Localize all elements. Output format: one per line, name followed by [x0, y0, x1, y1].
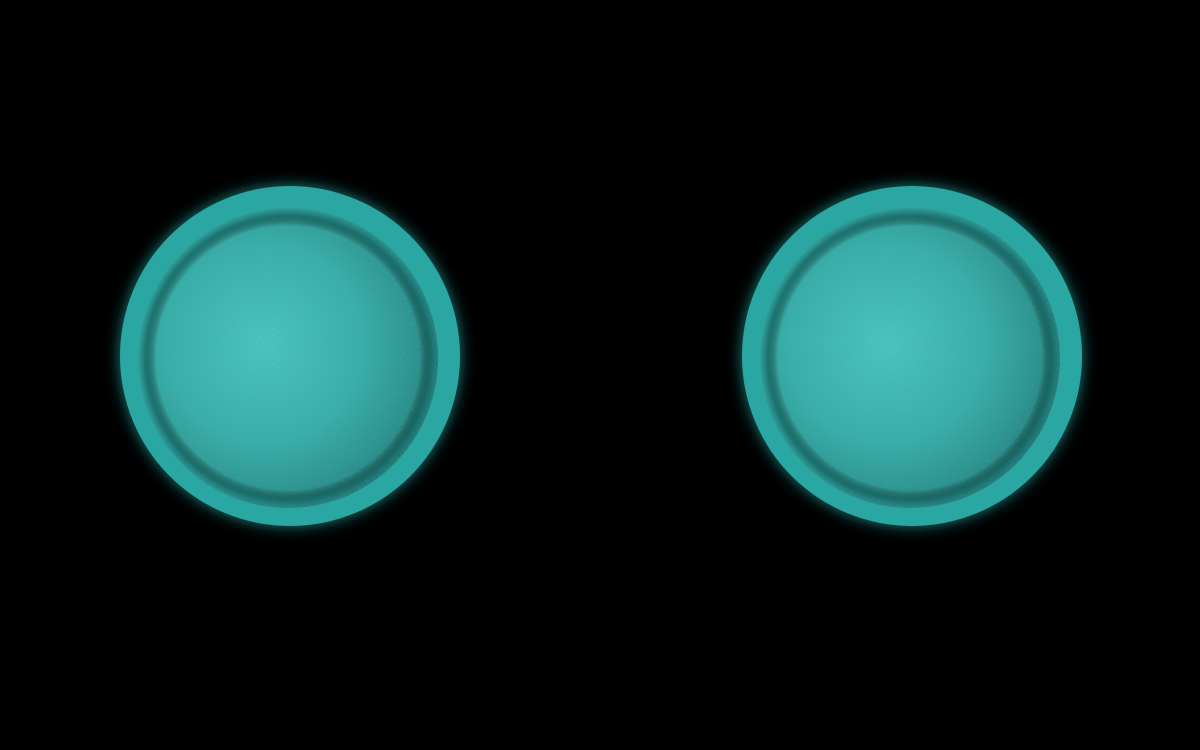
- right-planet: [734, 178, 1090, 534]
- left-planet-inner-ring: [138, 208, 438, 508]
- right-planet-inner-ring: [760, 208, 1060, 508]
- left-planet: [112, 178, 468, 534]
